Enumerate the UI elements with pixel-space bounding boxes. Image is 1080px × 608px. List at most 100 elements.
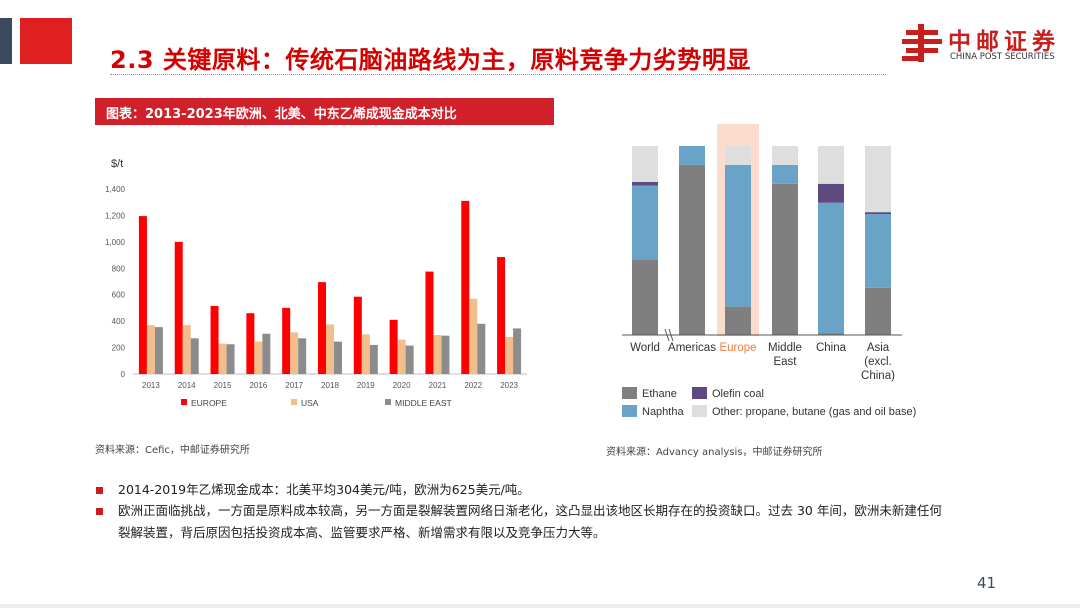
bar-europe	[282, 307, 291, 374]
bullet-marker	[96, 508, 103, 515]
y-tick-label: 1,400	[105, 185, 126, 194]
page-title: 2.3 关键原料：传统石脑油路线为主，原料竞争力劣势明显	[110, 46, 751, 74]
figure-caption-bar	[95, 98, 554, 125]
bar-europe	[353, 296, 362, 374]
title-divider	[110, 74, 886, 75]
bar-europe	[461, 200, 470, 374]
bar-middle-east	[190, 338, 199, 374]
bar-usa	[182, 325, 191, 374]
bar-europe	[425, 271, 434, 374]
bar-usa	[433, 335, 442, 374]
bullet-text: 2014-2019年乙烯现金成本：北美平均304美元/吨，欧洲为625美元/吨。	[118, 482, 530, 497]
stack-other	[818, 146, 844, 184]
ethylene-cost-bar-chart: $/t 0 200 400 600 800 1,000 1,200 1,400 2013 2014 2…	[105, 158, 527, 408]
category-label: China	[816, 342, 847, 354]
x-tick-label: 2020	[393, 381, 411, 390]
bar-usa	[146, 325, 155, 374]
category-label: Middle	[768, 342, 802, 354]
stack-ethane	[865, 287, 891, 335]
y-tick-label: 1,200	[105, 211, 126, 220]
bar-middle-east	[154, 327, 163, 374]
source-left: 资料来源：Cefic，中邮证券研究所	[95, 445, 250, 456]
x-tick-label: 2015	[214, 381, 232, 390]
bar-middle-east	[226, 344, 235, 374]
stack-naphtha	[865, 214, 891, 288]
x-tick-label: 2019	[357, 381, 375, 390]
bar-middle-east	[513, 328, 522, 374]
stack-olefin-coal	[818, 183, 844, 203]
category-label: World	[630, 342, 660, 354]
bar-europe	[210, 305, 219, 374]
bullet-text: 欧洲正面临挑战，一方面是原料成本较高，另一方面是裂解装置网络日渐老化，这凸显出该…	[118, 503, 942, 540]
logo-chinese-text: 中邮证券	[948, 29, 1060, 55]
x-tick-label: 2013	[142, 381, 160, 390]
stack-naphtha	[818, 202, 844, 334]
stack-ethane	[632, 259, 658, 335]
source-right: 资料来源：Advancy analysis，中邮证券研究所	[606, 447, 823, 458]
legend-label: EUROPE	[191, 398, 227, 408]
legend-label: Ethane	[642, 388, 677, 400]
bullet-marker	[96, 487, 103, 494]
stack-ethane	[772, 183, 798, 335]
bar-europe	[497, 257, 506, 374]
category-label: East	[773, 356, 797, 368]
legend-label: USA	[301, 398, 319, 408]
bar-usa	[505, 337, 514, 374]
x-tick-label: 2017	[285, 381, 303, 390]
bar-middle-east	[441, 335, 450, 374]
figure-caption: 图表：2013-2023年欧洲、北美、中东乙烯成现金成本对比	[106, 107, 457, 122]
y-tick-label: 800	[112, 264, 126, 273]
category-label: Asia	[867, 342, 890, 354]
legend-swatch	[622, 405, 637, 417]
bar-usa	[254, 341, 263, 374]
stack-other	[725, 146, 751, 165]
footer-divider	[0, 604, 1080, 608]
bar-usa	[218, 343, 227, 374]
legend-label: Naphtha	[642, 406, 684, 418]
bar-usa	[361, 334, 370, 374]
category-label: Americas	[668, 342, 716, 354]
stack-naphtha	[679, 146, 705, 165]
bar-middle-east	[369, 344, 378, 374]
logo-english-text: CHINA POST SECURITIES	[950, 52, 1055, 62]
bar-usa	[290, 332, 299, 374]
legend-swatch	[692, 405, 707, 417]
stack-olefin-coal	[865, 212, 891, 215]
stack-olefin-coal	[632, 181, 658, 186]
stack-naphtha	[725, 164, 751, 307]
header-accent-gray	[0, 18, 12, 64]
feedstock-mix-stacked-chart: World Americas Europe Middle East China Asia (e…	[622, 124, 916, 418]
legend-label: Other: propane, butane (gas and oil base…	[712, 406, 916, 418]
bar-europe	[174, 241, 183, 374]
x-tick-label: 2016	[249, 381, 267, 390]
stack-other	[865, 146, 891, 213]
category-label: (excl.	[864, 356, 891, 368]
x-tick-label: 2023	[500, 381, 518, 390]
legend-swatch	[291, 399, 297, 405]
y-tick-label: 600	[112, 291, 126, 300]
bar-europe	[318, 282, 326, 374]
y-tick-label: 0	[121, 370, 126, 379]
category-label: Europe	[719, 342, 756, 354]
y-tick-label: 400	[112, 317, 126, 326]
stack-naphtha	[772, 164, 798, 184]
page-number: 41	[977, 574, 997, 592]
category-label: China)	[861, 370, 895, 382]
legend-swatch	[181, 399, 187, 405]
legend-label: MIDDLE EAST	[395, 398, 452, 408]
bar-europe	[246, 313, 255, 374]
bar-usa	[397, 339, 406, 374]
bar-europe	[138, 216, 147, 374]
legend-label: Olefin coal	[712, 388, 764, 400]
x-tick-label: 2021	[429, 381, 447, 390]
stack-other	[772, 146, 798, 165]
bar-middle-east	[477, 323, 486, 374]
bar-middle-east	[405, 345, 414, 374]
axis-break-mark	[668, 328, 674, 342]
china-post-logo-icon	[902, 24, 942, 62]
x-tick-label: 2022	[464, 381, 482, 390]
y-tick-label: 200	[112, 344, 126, 353]
x-tick-label: 2018	[321, 381, 339, 390]
y-tick-label: 1,000	[105, 238, 126, 247]
bar-usa	[326, 324, 334, 374]
